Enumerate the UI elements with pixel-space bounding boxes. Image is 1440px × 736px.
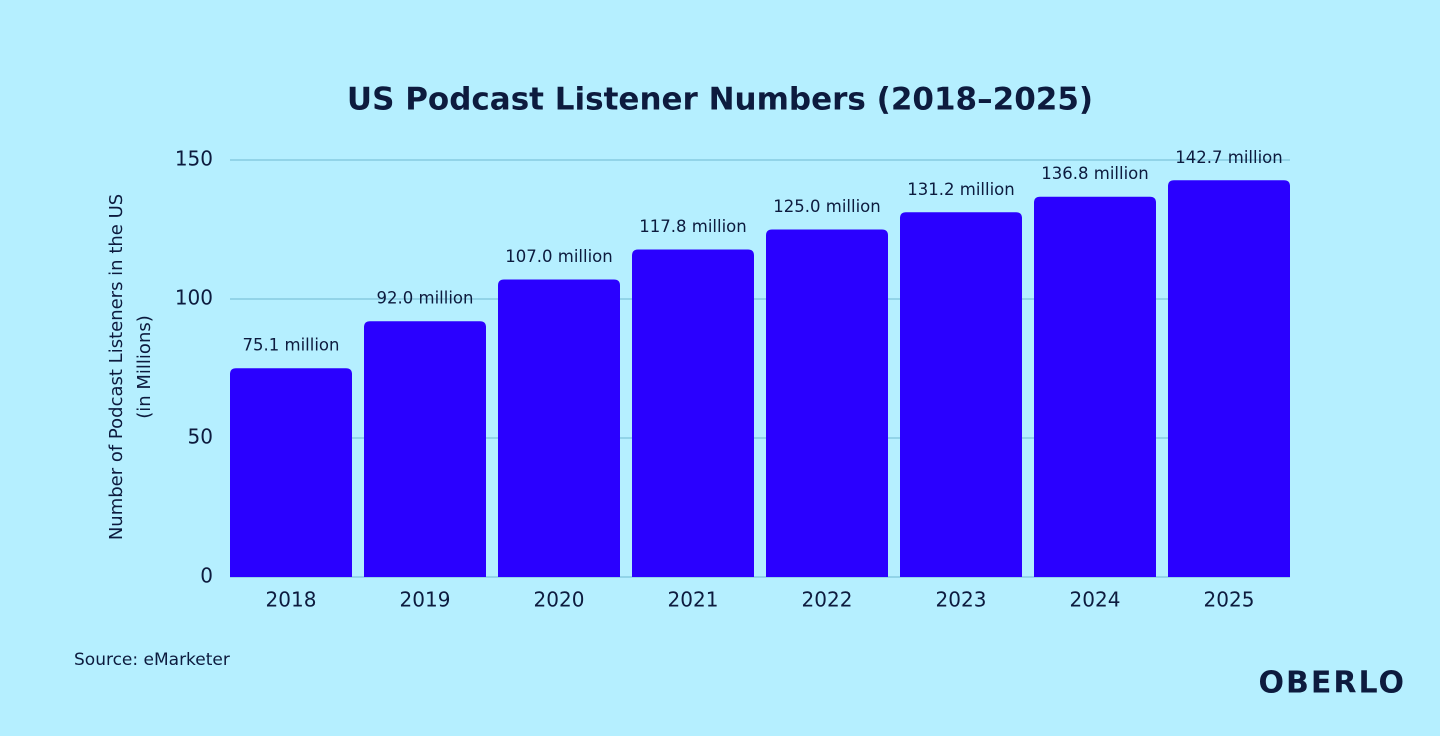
- bar: [1034, 196, 1156, 578]
- brand-logo: OBERLO: [1258, 666, 1406, 701]
- x-tick-label: 2024: [1070, 588, 1121, 612]
- bar: [230, 368, 352, 577]
- source: Source: eMarketer: [74, 650, 230, 670]
- bar: [900, 212, 1022, 577]
- bar: [1168, 180, 1290, 577]
- value-label: 92.0 million: [377, 289, 474, 308]
- y-axis-title-line: Number of Podcast Listeners in the US: [106, 194, 127, 540]
- y-tick-label: 0: [200, 564, 213, 588]
- bar: [498, 279, 620, 577]
- bar: [766, 229, 888, 577]
- bar: [364, 321, 486, 577]
- x-tick-label: 2022: [802, 588, 853, 612]
- x-tick-label: 2018: [266, 588, 317, 612]
- y-tick-label: 150: [175, 147, 213, 171]
- x-tick-label: 2021: [668, 588, 719, 612]
- value-label: 131.2 million: [907, 180, 1014, 199]
- x-tick-label: 2023: [936, 588, 987, 612]
- chart-title: US Podcast Listener Numbers (2018–2025): [347, 82, 1093, 118]
- value-label: 107.0 million: [505, 247, 612, 266]
- value-label: 75.1 million: [243, 336, 340, 355]
- value-label: 125.0 million: [773, 197, 880, 216]
- x-tick-label: 2020: [534, 588, 585, 612]
- value-label: 136.8 million: [1041, 164, 1148, 183]
- value-label: 117.8 million: [639, 217, 746, 236]
- bar: [632, 249, 754, 578]
- value-label: 142.7 million: [1175, 148, 1282, 167]
- y-axis-title: Number of Podcast Listeners in the US (i…: [106, 194, 155, 540]
- y-tick-label: 100: [175, 286, 213, 310]
- x-tick-label: 2025: [1204, 588, 1255, 612]
- y-tick-label: 50: [188, 425, 213, 449]
- y-axis-title-line: (in Millions): [134, 315, 155, 419]
- x-tick-label: 2019: [400, 588, 451, 612]
